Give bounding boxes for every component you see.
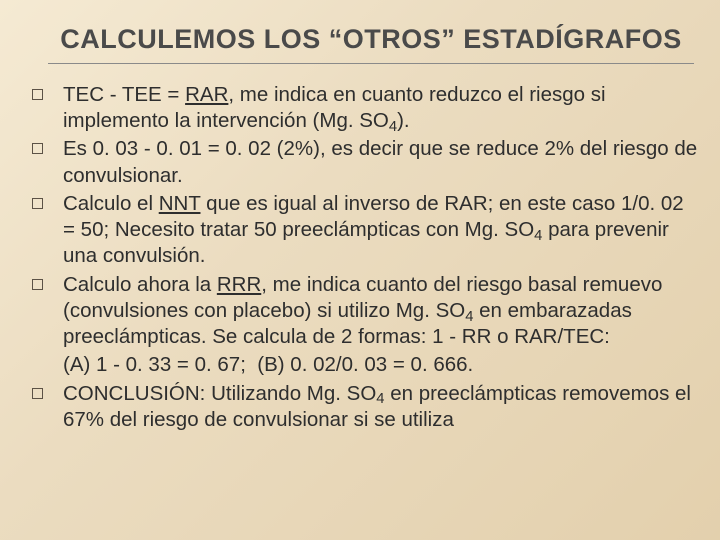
square-bullet-icon: [32, 279, 43, 290]
bullet-item: Calculo el NNT que es igual al inverso d…: [32, 191, 700, 270]
bullet-text: Es 0. 03 - 0. 01 = 0. 02 (2%), es decir …: [63, 136, 700, 188]
bullet-item: CONCLUSIÓN: Utilizando Mg. SO4 en preecl…: [32, 381, 700, 433]
slide-title: CALCULEMOS LOS “OTROS” ESTADÍGRAFOS: [48, 24, 694, 64]
square-bullet-icon: [32, 89, 43, 100]
bullet-text: Calculo el NNT que es igual al inverso d…: [63, 191, 700, 270]
square-bullet-icon: [32, 198, 43, 209]
slide: CALCULEMOS LOS “OTROS” ESTADÍGRAFOS TEC …: [0, 0, 720, 540]
bullet-text: Calculo ahora la RRR, me indica cuanto d…: [63, 272, 700, 351]
square-bullet-icon: [32, 388, 43, 399]
bullet-item: Es 0. 03 - 0. 01 = 0. 02 (2%), es decir …: [32, 136, 700, 188]
bullet-text: TEC - TEE = RAR, me indica en cuanto red…: [63, 82, 700, 134]
bullet-item: TEC - TEE = RAR, me indica en cuanto red…: [32, 82, 700, 134]
slide-body: TEC - TEE = RAR, me indica en cuanto red…: [20, 82, 712, 433]
sub-line: (A) 1 - 0. 33 = 0. 67; (B) 0. 02/0. 03 =…: [32, 352, 700, 378]
square-bullet-icon: [32, 143, 43, 154]
bullet-item: Calculo ahora la RRR, me indica cuanto d…: [32, 272, 700, 351]
bullet-text: CONCLUSIÓN: Utilizando Mg. SO4 en preecl…: [63, 381, 700, 433]
